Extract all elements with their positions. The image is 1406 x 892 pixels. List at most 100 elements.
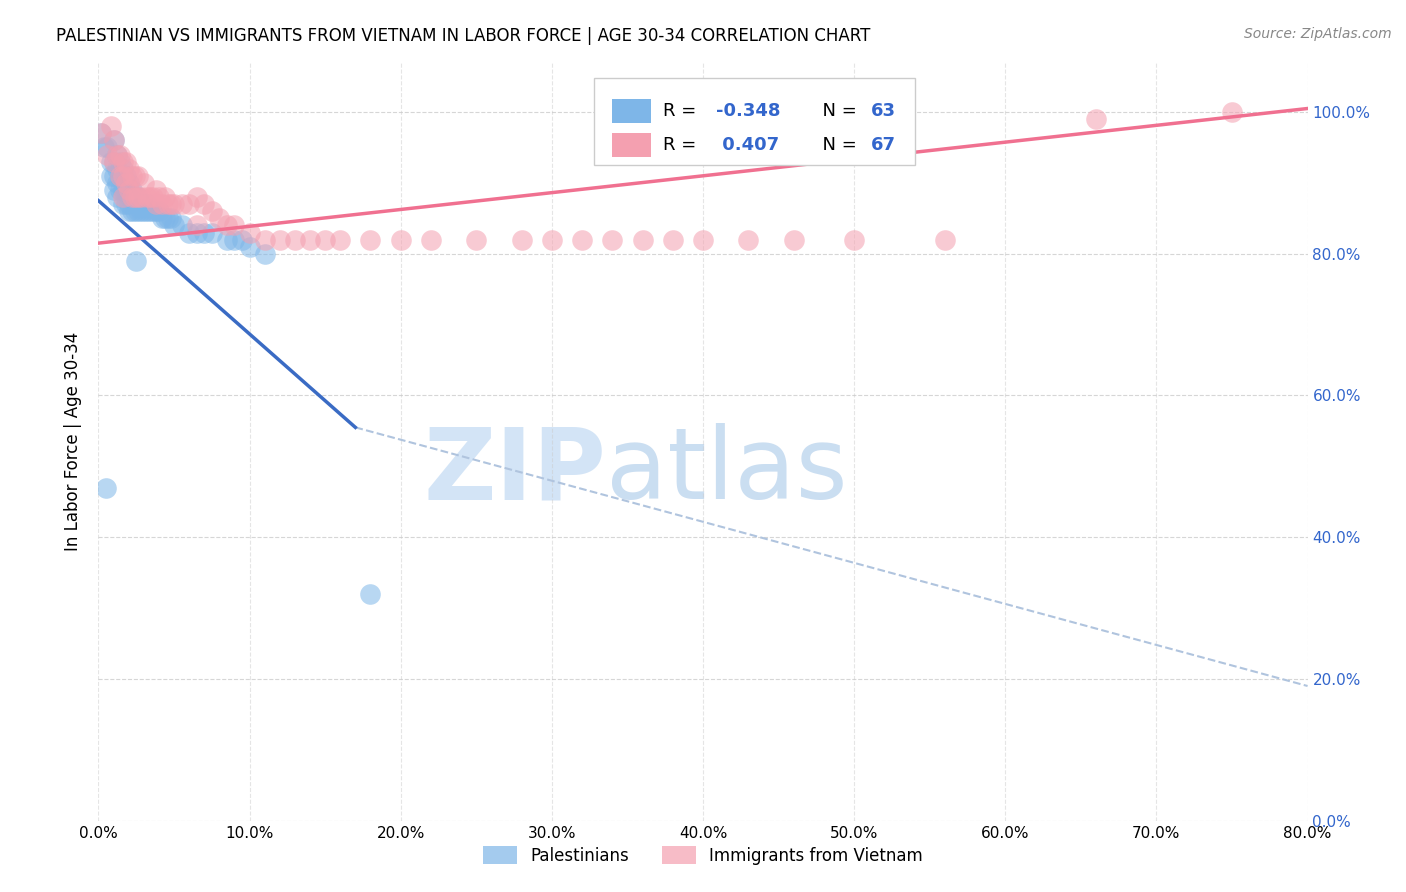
Point <box>135 197 157 211</box>
Point <box>737 233 759 247</box>
Point <box>100 154 122 169</box>
Point <box>299 233 322 247</box>
Point <box>105 161 128 176</box>
Point <box>108 147 131 161</box>
Point <box>111 183 134 197</box>
Point <box>253 233 276 247</box>
Point <box>108 183 131 197</box>
Point <box>156 197 179 211</box>
Point <box>108 169 131 183</box>
Text: PALESTINIAN VS IMMIGRANTS FROM VIETNAM IN LABOR FORCE | AGE 30-34 CORRELATION CH: PALESTINIAN VS IMMIGRANTS FROM VIETNAM I… <box>56 27 870 45</box>
Text: R =: R = <box>664 103 702 120</box>
Point <box>163 197 186 211</box>
Point <box>127 204 149 219</box>
Point <box>108 154 131 169</box>
Point <box>103 133 125 147</box>
Point <box>150 211 173 226</box>
Point <box>224 219 246 233</box>
Point <box>105 190 128 204</box>
Point <box>1085 112 1108 127</box>
Point <box>329 233 352 247</box>
Point <box>114 176 136 190</box>
Point <box>142 190 165 204</box>
Point <box>114 183 136 197</box>
Point <box>100 169 122 183</box>
Point <box>108 169 131 183</box>
Point <box>103 169 125 183</box>
FancyBboxPatch shape <box>613 133 651 157</box>
Point <box>179 197 201 211</box>
FancyBboxPatch shape <box>613 99 651 123</box>
Point <box>111 197 134 211</box>
Point <box>114 197 136 211</box>
Point <box>124 204 146 219</box>
Point <box>170 197 193 211</box>
Point <box>208 211 231 226</box>
Point <box>127 169 149 183</box>
Point <box>692 233 714 247</box>
Point <box>160 197 183 211</box>
Point <box>160 211 183 226</box>
Point <box>420 233 443 247</box>
Point <box>90 126 112 140</box>
Point <box>90 126 112 140</box>
Text: ZIP: ZIP <box>423 424 606 520</box>
Point <box>186 226 208 240</box>
Point <box>389 233 412 247</box>
Point <box>124 197 146 211</box>
Point <box>118 204 141 219</box>
Point <box>783 233 806 247</box>
Point <box>121 190 143 204</box>
Point <box>360 233 382 247</box>
Point <box>314 233 336 247</box>
Text: 67: 67 <box>872 136 896 154</box>
Point <box>93 140 115 154</box>
Text: Source: ZipAtlas.com: Source: ZipAtlas.com <box>1244 27 1392 41</box>
Point <box>150 197 173 211</box>
Point <box>163 219 186 233</box>
Y-axis label: In Labor Force | Age 30-34: In Labor Force | Age 30-34 <box>65 332 83 551</box>
Point <box>118 176 141 190</box>
Point <box>135 204 157 219</box>
Point <box>111 161 134 176</box>
Point <box>201 226 224 240</box>
Point <box>129 190 152 204</box>
Point <box>132 197 155 211</box>
Point <box>142 204 165 219</box>
Point <box>124 190 146 204</box>
Point <box>179 226 201 240</box>
Point <box>145 204 167 219</box>
Point <box>124 169 146 183</box>
Point <box>156 211 179 226</box>
Text: -0.348: -0.348 <box>716 103 780 120</box>
Point <box>510 233 533 247</box>
Point <box>145 183 167 197</box>
Point <box>148 204 170 219</box>
Point <box>284 233 307 247</box>
Point <box>103 154 125 169</box>
Point <box>153 211 176 226</box>
Point <box>239 226 262 240</box>
Point <box>139 204 162 219</box>
Point <box>540 233 562 247</box>
Point <box>201 204 224 219</box>
Point <box>111 176 134 190</box>
Point <box>148 190 170 204</box>
Point <box>103 154 125 169</box>
Point <box>129 204 152 219</box>
Point <box>124 190 146 204</box>
Point <box>844 233 866 247</box>
Point <box>121 204 143 219</box>
Text: R =: R = <box>664 136 707 154</box>
Point <box>118 183 141 197</box>
Point <box>224 233 246 247</box>
Point <box>114 154 136 169</box>
Point <box>96 140 118 154</box>
Point <box>105 176 128 190</box>
Point <box>253 246 276 260</box>
Point <box>239 240 262 254</box>
Point <box>121 169 143 183</box>
Point <box>129 197 152 211</box>
Point <box>121 183 143 197</box>
Point <box>631 233 654 247</box>
